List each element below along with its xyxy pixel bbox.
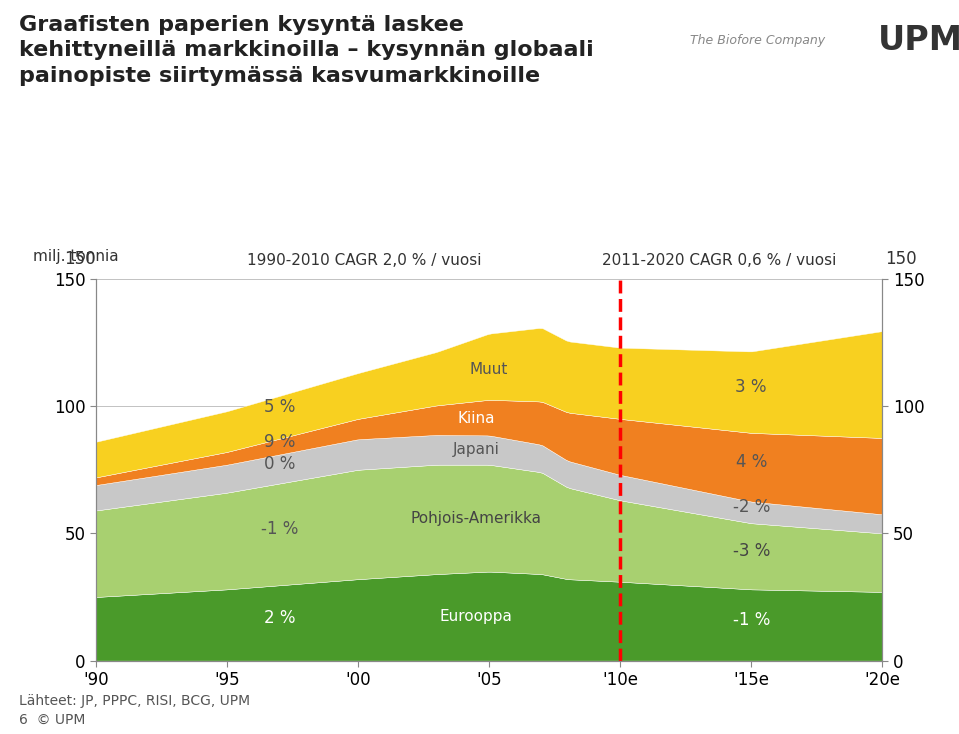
Text: -3 %: -3 % (733, 542, 770, 560)
Text: Kiina: Kiina (457, 411, 495, 426)
Text: 0 %: 0 % (264, 455, 295, 473)
Text: 150: 150 (64, 250, 96, 268)
Text: milj. tonnia: milj. tonnia (33, 249, 119, 264)
Text: 3 %: 3 % (736, 378, 767, 396)
Text: 1990-2010 CAGR 2,0 % / vuosi: 1990-2010 CAGR 2,0 % / vuosi (247, 253, 481, 268)
Text: 2011-2020 CAGR 0,6 % / vuosi: 2011-2020 CAGR 0,6 % / vuosi (602, 253, 836, 268)
Text: 4 %: 4 % (736, 453, 767, 471)
Text: 9 %: 9 % (264, 432, 295, 451)
Text: Japani: Japani (453, 443, 500, 457)
Text: -1 %: -1 % (261, 520, 298, 539)
Text: Pohjois-Amerikka: Pohjois-Amerikka (410, 511, 542, 526)
Text: 150: 150 (885, 250, 917, 268)
Text: -1 %: -1 % (733, 611, 770, 629)
Text: 6  © UPM: 6 © UPM (19, 713, 85, 727)
Text: 2 %: 2 % (264, 609, 295, 627)
Text: UPM: UPM (877, 24, 959, 57)
Text: Muut: Muut (470, 362, 508, 377)
Text: Graafisten paperien kysyntä laskee
kehittyneillä markkinoilla – kysynnän globaal: Graafisten paperien kysyntä laskee kehit… (19, 15, 594, 86)
Text: 5 %: 5 % (264, 399, 295, 416)
Text: -2 %: -2 % (733, 498, 770, 516)
Text: Lähteet: JP, PPPC, RISI, BCG, UPM: Lähteet: JP, PPPC, RISI, BCG, UPM (19, 694, 250, 708)
Text: Eurooppa: Eurooppa (439, 609, 512, 624)
Text: The Biofore Company: The Biofore Company (690, 34, 826, 47)
